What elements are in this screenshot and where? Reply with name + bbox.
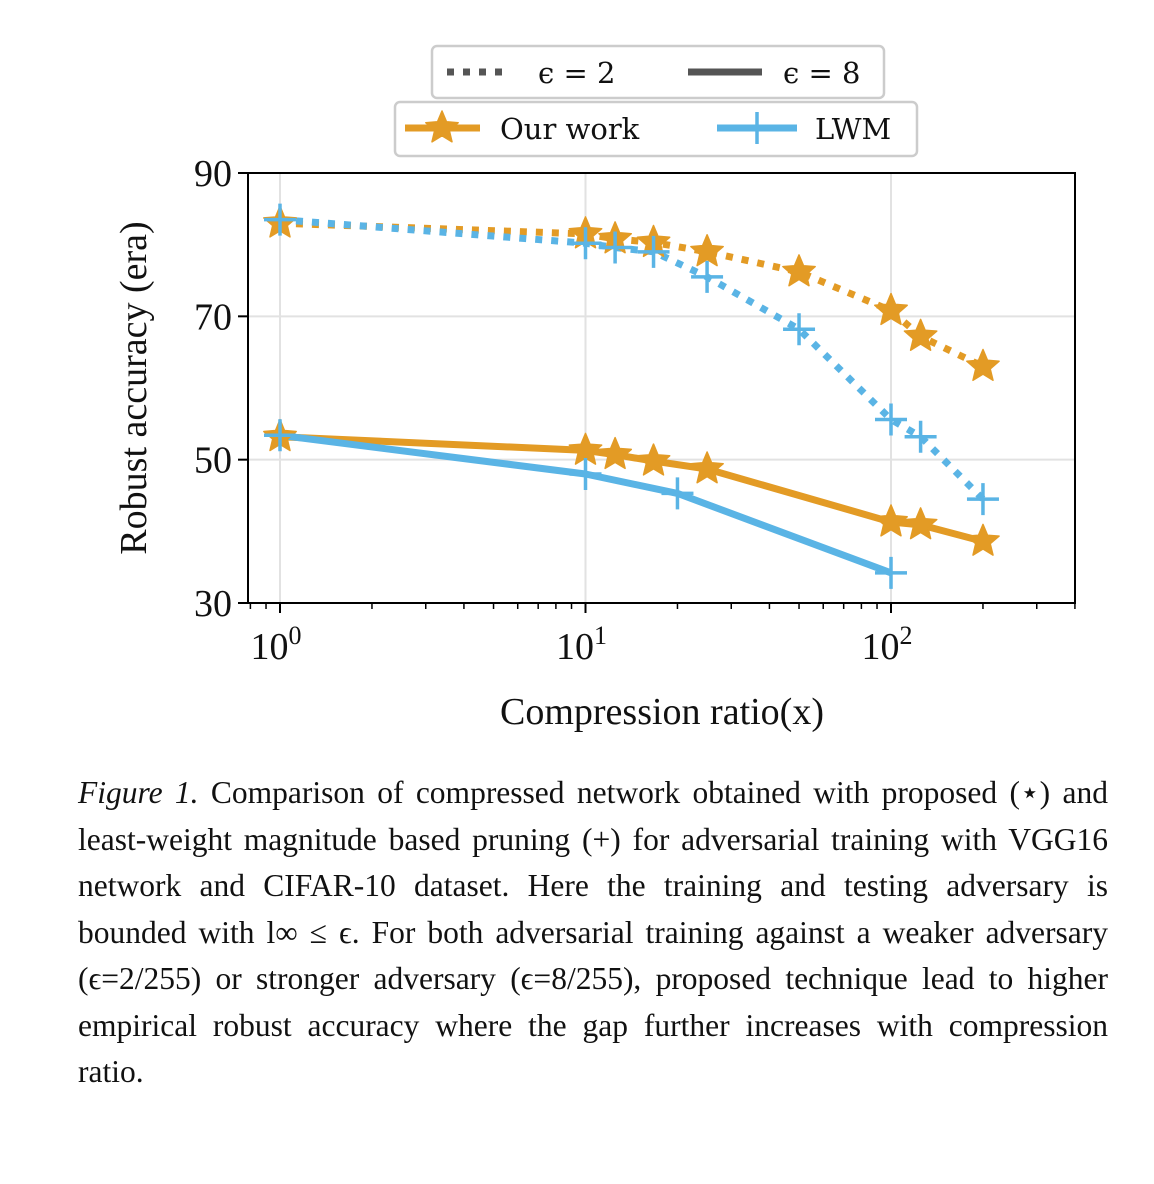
legend-ourwork-label: Our work <box>500 112 640 146</box>
data-markers <box>263 203 1000 589</box>
x-tick-label: 102 <box>862 621 913 668</box>
star-marker <box>966 523 1000 556</box>
plus-marker <box>599 231 632 264</box>
legend-eps-8-label: ϵ = 8 <box>783 56 860 90</box>
caption-text: Comparison of compressed network obtaine… <box>78 775 1108 1089</box>
legend-methods: Our work LWM <box>393 100 919 158</box>
plus-marker <box>264 203 296 236</box>
plus-marker <box>875 403 907 436</box>
y-axis-title: Robust accuracy (era) <box>113 221 155 554</box>
x-axis-title: Compression ratio(x) <box>500 691 824 733</box>
star-marker <box>690 451 724 484</box>
y-tick-label: 70 <box>194 296 232 338</box>
legend-lwm-label: LWM <box>815 112 891 146</box>
plus-marker <box>783 313 816 346</box>
star-marker <box>874 504 908 537</box>
star-marker <box>782 254 816 287</box>
series-line <box>279 219 985 370</box>
star-marker <box>598 436 633 470</box>
caption-label: Figure 1. <box>78 775 199 810</box>
legend-epsilon: ϵ = 2 ϵ = 8 <box>430 44 886 100</box>
x-tick-label: 100 <box>251 621 302 668</box>
plot-frame <box>247 172 1076 604</box>
star-marker <box>903 318 938 351</box>
y-tick-label: 90 <box>194 153 232 195</box>
plus-marker <box>875 556 907 589</box>
figure-caption: Figure 1. Comparison of compressed netwo… <box>78 770 1108 1096</box>
star-marker <box>690 234 724 267</box>
legend-star-marker <box>425 110 459 143</box>
axis-ticks: 30 50 70 90 100 101 102 <box>194 153 1076 668</box>
legend-plus-marker <box>741 112 773 144</box>
legend-eps-2-label: ϵ = 2 <box>538 56 615 90</box>
series-line <box>279 433 984 545</box>
star-marker <box>636 443 671 476</box>
y-tick-label: 30 <box>194 583 232 625</box>
star-marker <box>903 507 938 540</box>
star-marker <box>874 292 908 326</box>
plus-marker <box>741 112 773 144</box>
plus-marker <box>569 458 602 490</box>
star-marker <box>966 348 1000 382</box>
plus-marker <box>966 483 999 516</box>
series-line <box>279 431 893 577</box>
plus-marker <box>661 477 694 510</box>
star-marker <box>425 110 459 143</box>
plus-marker <box>264 419 296 452</box>
plus-marker <box>691 260 724 293</box>
y-tick-label: 50 <box>194 440 232 482</box>
plus-marker <box>569 227 602 260</box>
plus-marker <box>637 235 670 268</box>
x-tick-label: 101 <box>556 621 607 668</box>
plus-marker <box>904 420 937 453</box>
